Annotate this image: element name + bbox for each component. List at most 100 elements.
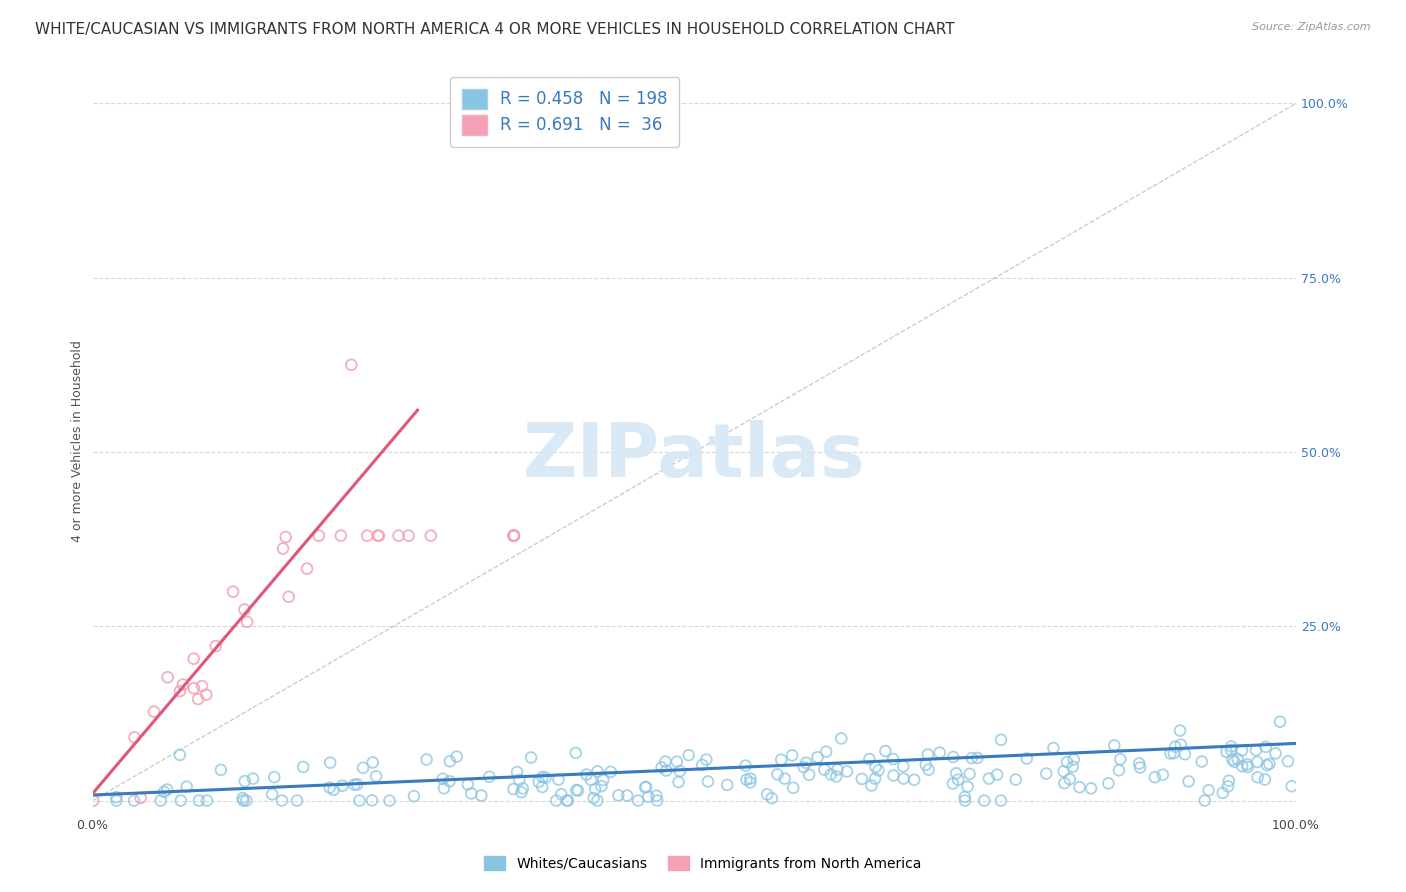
Point [402,789,425,804]
Point [740,775,762,789]
Point [858,752,880,766]
Point [942,750,965,764]
Point [1222,753,1244,767]
Point [502,529,524,543]
Point [959,767,981,781]
Point [990,794,1012,808]
Point [502,529,524,543]
Point [636,780,658,794]
Point [263,770,285,784]
Point [953,789,976,804]
Point [332,779,354,793]
Point [1246,755,1268,769]
Point [506,765,529,780]
Point [502,529,524,543]
Point [882,752,904,766]
Point [665,755,688,769]
Point [534,771,557,785]
Point [735,772,758,787]
Point [508,772,530,787]
Point [655,764,678,778]
Point [361,756,384,770]
Point [835,764,858,779]
Point [734,758,756,772]
Point [865,760,887,774]
Point [599,764,621,779]
Point [156,782,179,797]
Point [647,794,669,808]
Point [415,753,437,767]
Point [1015,751,1038,765]
Point [678,748,700,763]
Point [419,529,441,543]
Point [616,789,638,803]
Point [695,753,717,767]
Point [782,780,804,795]
Point [851,772,873,786]
Point [233,602,256,616]
Point [651,760,673,774]
Point [575,767,598,781]
Point [1062,759,1084,773]
Legend: R = 0.458   N = 198, R = 0.691   N =  36: R = 0.458 N = 198, R = 0.691 N = 36 [450,77,679,146]
Point [914,757,936,772]
Point [172,677,194,691]
Point [1277,754,1299,768]
Point [1108,764,1130,778]
Point [1218,773,1240,788]
Point [502,529,524,543]
Point [433,781,456,796]
Point [1191,755,1213,769]
Point [1174,747,1197,761]
Point [1230,759,1253,773]
Point [531,770,554,784]
Point [1216,780,1239,794]
Point [361,793,384,807]
Point [1129,760,1152,774]
Point [567,783,589,797]
Point [352,761,374,775]
Point [1246,770,1268,784]
Point [142,705,165,719]
Point [1281,779,1303,793]
Point [669,764,692,778]
Point [756,788,779,802]
Y-axis label: 4 or more Vehicles in Household: 4 or more Vehicles in Household [72,341,84,542]
Text: Source: ZipAtlas.com: Source: ZipAtlas.com [1253,22,1371,32]
Point [520,750,543,764]
Point [627,794,650,808]
Point [799,768,821,782]
Point [1053,776,1076,790]
Point [1160,747,1182,761]
Point [773,772,796,786]
Point [274,530,297,544]
Point [232,794,254,808]
Point [236,615,259,629]
Point [1163,746,1185,760]
Point [457,777,479,791]
Point [329,529,352,543]
Point [1254,739,1277,754]
Point [794,756,817,770]
Point [875,744,897,758]
Point [349,794,371,808]
Point [378,794,401,808]
Point [1236,760,1258,774]
Point [105,794,128,808]
Point [815,745,838,759]
Point [470,789,492,803]
Point [460,786,482,800]
Point [903,772,925,787]
Point [960,751,983,765]
Point [176,780,198,794]
Point [129,790,152,805]
Point [868,764,890,778]
Point [942,776,965,790]
Point [285,794,308,808]
Point [761,791,783,805]
Point [82,794,104,808]
Point [233,774,256,789]
Point [439,774,461,789]
Point [122,794,145,808]
Point [527,774,550,789]
